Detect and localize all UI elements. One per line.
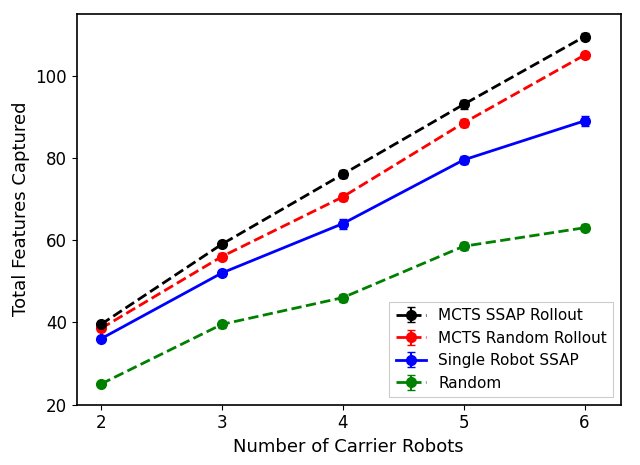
Legend: MCTS SSAP Rollout, MCTS Random Rollout, Single Robot SSAP, Random: MCTS SSAP Rollout, MCTS Random Rollout, … xyxy=(389,302,613,397)
Y-axis label: Total Features Captured: Total Features Captured xyxy=(12,102,30,317)
X-axis label: Number of Carrier Robots: Number of Carrier Robots xyxy=(234,438,464,456)
